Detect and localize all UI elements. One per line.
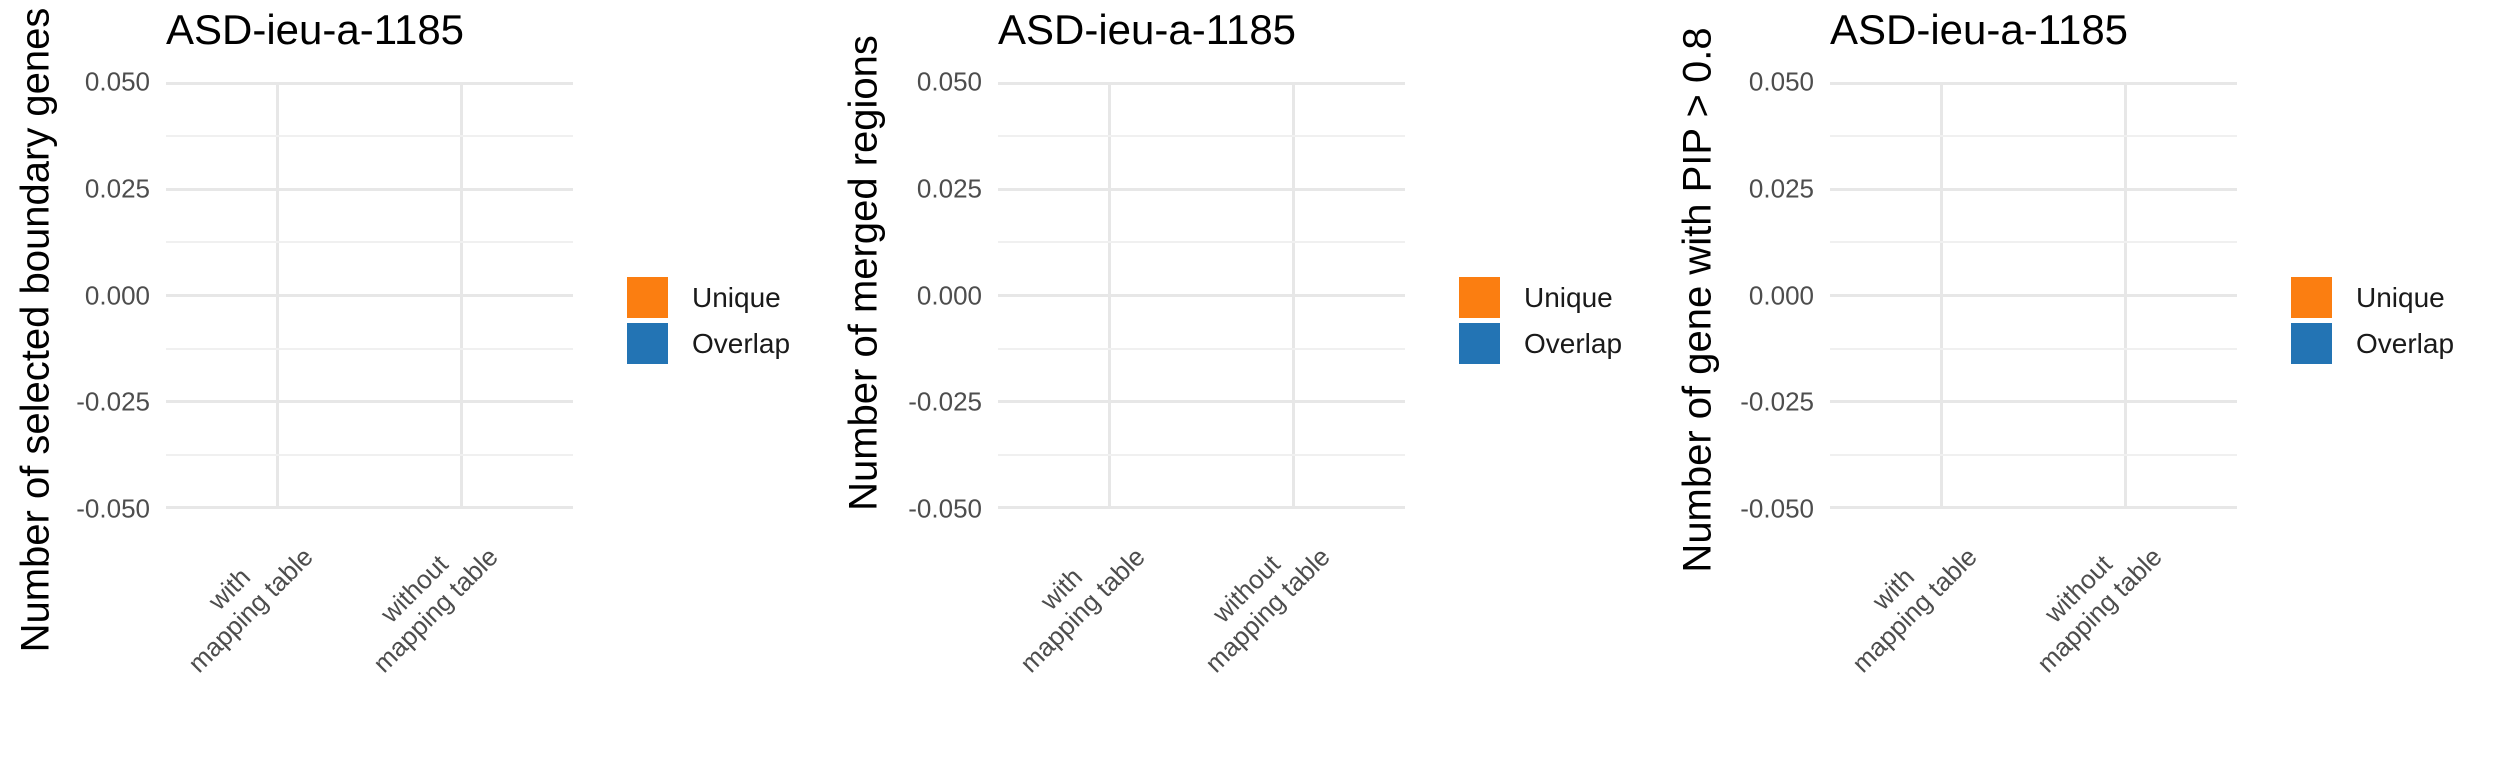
legend-label: Overlap (692, 327, 791, 359)
x-tick-label: without mapping table (346, 521, 504, 679)
x-tick-label: with mapping table (993, 521, 1151, 679)
x-tick-label: with mapping table (1825, 521, 1983, 679)
legend-key-unique (627, 277, 668, 318)
y-axis-label: Number of selected boundary genes (13, 7, 58, 653)
chart-panel-3: ASD-ieu-a-1185 Number of gene with PIP >… (1664, 0, 2496, 768)
legend-item: Unique (1459, 277, 1622, 318)
x-tick-label: without mapping table (2010, 521, 2168, 679)
y-tick-label: 0.050 (916, 66, 982, 97)
y-tick-label: 0.050 (84, 66, 150, 97)
legend: Unique Overlap (627, 277, 790, 369)
plot-area (1830, 82, 2237, 509)
chart-panel-1: ASD-ieu-a-1185 Number of selected bounda… (0, 0, 832, 768)
y-tick-label: 0.025 (916, 173, 982, 204)
y-tick-label: 0.025 (1748, 173, 1814, 204)
y-tick-label: 0.000 (1748, 280, 1814, 311)
y-tick-label: 0.000 (84, 280, 150, 311)
legend-label: Overlap (2356, 327, 2455, 359)
y-axis-label: Number of gene with PIP > 0.8 (1675, 27, 1720, 573)
legend-label: Unique (2356, 281, 2445, 313)
y-tick-label: 0.025 (84, 173, 150, 204)
y-tick-label: 0.050 (1748, 66, 1814, 97)
y-tick-label: -0.050 (1740, 493, 1814, 524)
y-tick-label: -0.025 (908, 386, 982, 417)
y-tick-label: -0.050 (908, 493, 982, 524)
y-axis-label: Number of merged regions (841, 35, 886, 511)
legend-label: Overlap (1524, 327, 1623, 359)
chart-title: ASD-ieu-a-1185 (166, 6, 465, 53)
legend-key-overlap (2291, 323, 2332, 364)
legend: Unique Overlap (1459, 277, 1622, 369)
legend: Unique Overlap (2291, 277, 2454, 369)
legend-key-overlap (627, 323, 668, 364)
legend-label: Unique (692, 281, 781, 313)
y-tick-label: -0.050 (76, 493, 150, 524)
plot-area (166, 82, 573, 509)
chart-title: ASD-ieu-a-1185 (1830, 6, 2129, 53)
legend-key-unique (2291, 277, 2332, 318)
legend-key-unique (1459, 277, 1500, 318)
chart-panel-2: ASD-ieu-a-1185 Number of merged regions … (832, 0, 1664, 768)
chart-title: ASD-ieu-a-1185 (998, 6, 1297, 53)
legend-label: Unique (1524, 281, 1613, 313)
x-tick-label: without mapping table (1178, 521, 1336, 679)
legend-item: Unique (2291, 277, 2454, 318)
legend-item: Overlap (1459, 323, 1622, 364)
plot-area (998, 82, 1405, 509)
legend-item: Unique (627, 277, 790, 318)
legend-key-overlap (1459, 323, 1500, 364)
x-tick-label: with mapping table (161, 521, 319, 679)
y-tick-label: 0.000 (916, 280, 982, 311)
legend-item: Overlap (2291, 323, 2454, 364)
y-tick-label: -0.025 (76, 386, 150, 417)
legend-item: Overlap (627, 323, 790, 364)
y-tick-label: -0.025 (1740, 386, 1814, 417)
